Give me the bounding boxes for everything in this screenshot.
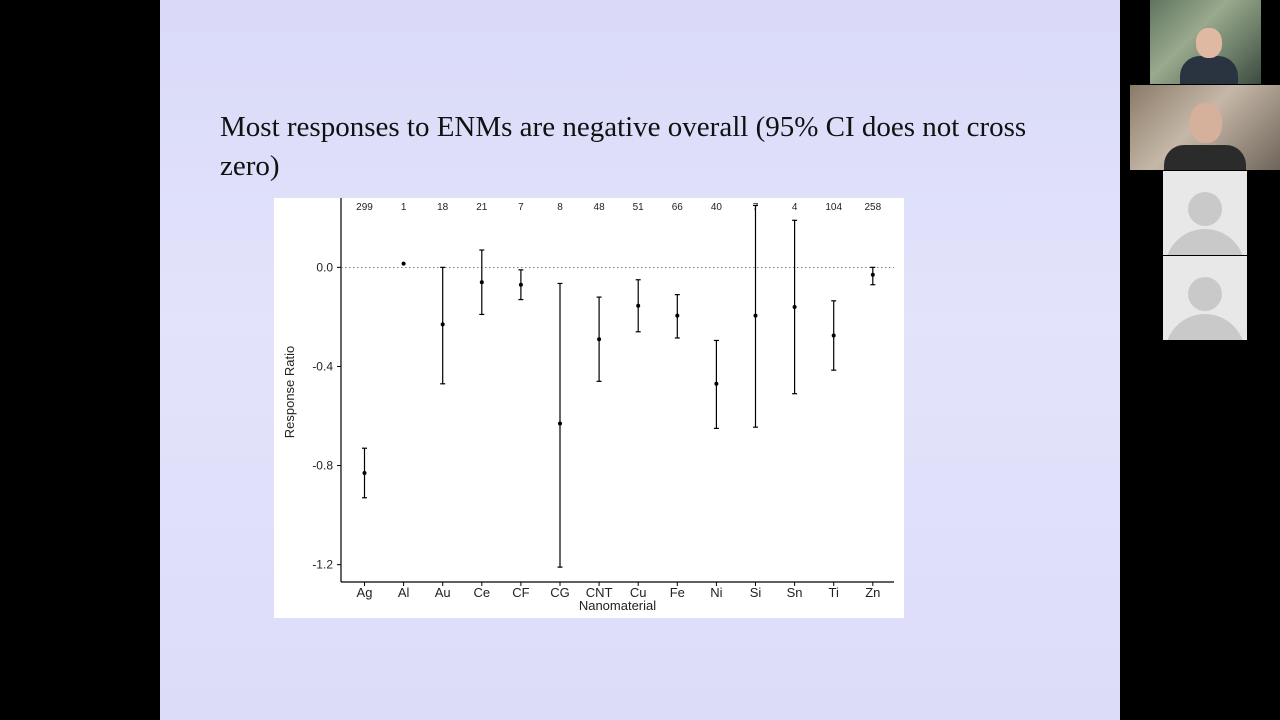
- x-tick-label: Sn: [787, 585, 803, 600]
- sample-size-label: 1: [401, 202, 407, 213]
- participant-figure: [1180, 56, 1238, 84]
- avatar-head-icon: [1188, 277, 1222, 311]
- point-estimate: [401, 261, 406, 266]
- y-tick-label: -1.2: [312, 558, 333, 572]
- avatar: [1163, 256, 1247, 340]
- point-estimate: [518, 282, 523, 287]
- avatar-body-icon: [1165, 314, 1245, 340]
- y-axis-label: Response Ratio: [282, 346, 297, 439]
- participant-figure: [1164, 145, 1246, 170]
- avatar-body-icon: [1165, 229, 1245, 255]
- participants-panel: [1130, 0, 1280, 720]
- avatar-head-icon: [1188, 192, 1222, 226]
- point-estimate: [870, 272, 875, 277]
- x-tick-label: CG: [550, 585, 570, 600]
- participant-avatar-tile-1[interactable]: [1130, 171, 1280, 255]
- y-tick-label: 0.0: [316, 260, 333, 274]
- point-estimate: [597, 337, 602, 342]
- sample-size-label: 4: [792, 202, 798, 213]
- x-tick-label: Cu: [630, 585, 647, 600]
- x-tick-label: Au: [435, 585, 451, 600]
- participant-face: [1190, 103, 1222, 143]
- response-ratio-chart: 0.0 -0.4 -0.8 -1.2 Response Ratio Nanomateria…: [282, 198, 894, 613]
- participant-avatar-tile-2[interactable]: [1130, 256, 1280, 340]
- point-estimate: [714, 381, 719, 386]
- sample-size-label: 258: [864, 202, 881, 213]
- x-tick-label: Si: [750, 585, 762, 600]
- participant-video-tile-1[interactable]: [1150, 0, 1261, 84]
- sample-size-label: 299: [356, 202, 373, 213]
- point-estimate: [479, 280, 484, 285]
- x-tick-label: Ce: [473, 585, 490, 600]
- x-tick-label: Ag: [357, 585, 373, 600]
- participant-video-tile-2[interactable]: [1130, 85, 1280, 170]
- x-axis-label: Nanomaterial: [579, 598, 656, 613]
- sample-size-label: 104: [825, 202, 842, 213]
- point-estimate: [636, 303, 641, 308]
- point-estimate: [792, 305, 797, 310]
- x-tick-label: Zn: [865, 585, 880, 600]
- avatar: [1163, 171, 1247, 255]
- slide-title: Most responses to ENMs are negative over…: [220, 111, 1027, 182]
- x-tick-label: Ti: [829, 585, 839, 600]
- x-tick-label: Ni: [710, 585, 722, 600]
- sample-size-label: 51: [633, 202, 645, 213]
- point-estimate: [675, 313, 680, 318]
- participant-face: [1196, 28, 1222, 58]
- x-tick-label: Al: [398, 585, 410, 600]
- sample-size-label: 7: [518, 202, 524, 213]
- x-tick-label: Fe: [670, 585, 685, 600]
- x-tick-label: CNT: [586, 585, 613, 600]
- y-tick-label: -0.4: [312, 359, 333, 373]
- point-estimate: [362, 470, 367, 475]
- point-estimate: [440, 322, 445, 327]
- point-estimate: [753, 313, 758, 318]
- sample-size-label: 48: [594, 202, 606, 213]
- x-tick-label: CF: [512, 585, 529, 600]
- sample-size-label: 66: [672, 202, 684, 213]
- sample-size-label: 40: [711, 202, 723, 213]
- point-estimate: [831, 333, 836, 338]
- chart-panel: 0.0 -0.4 -0.8 -1.2 Response Ratio Nanomateria…: [274, 198, 904, 618]
- sample-size-label: 21: [476, 202, 488, 213]
- y-tick-label: -0.8: [312, 459, 333, 473]
- sample-size-label: 18: [437, 202, 449, 213]
- point-estimate: [558, 421, 562, 426]
- slide: Most responses to ENMs are negative over…: [160, 0, 1120, 720]
- sample-size-label: 8: [557, 202, 563, 213]
